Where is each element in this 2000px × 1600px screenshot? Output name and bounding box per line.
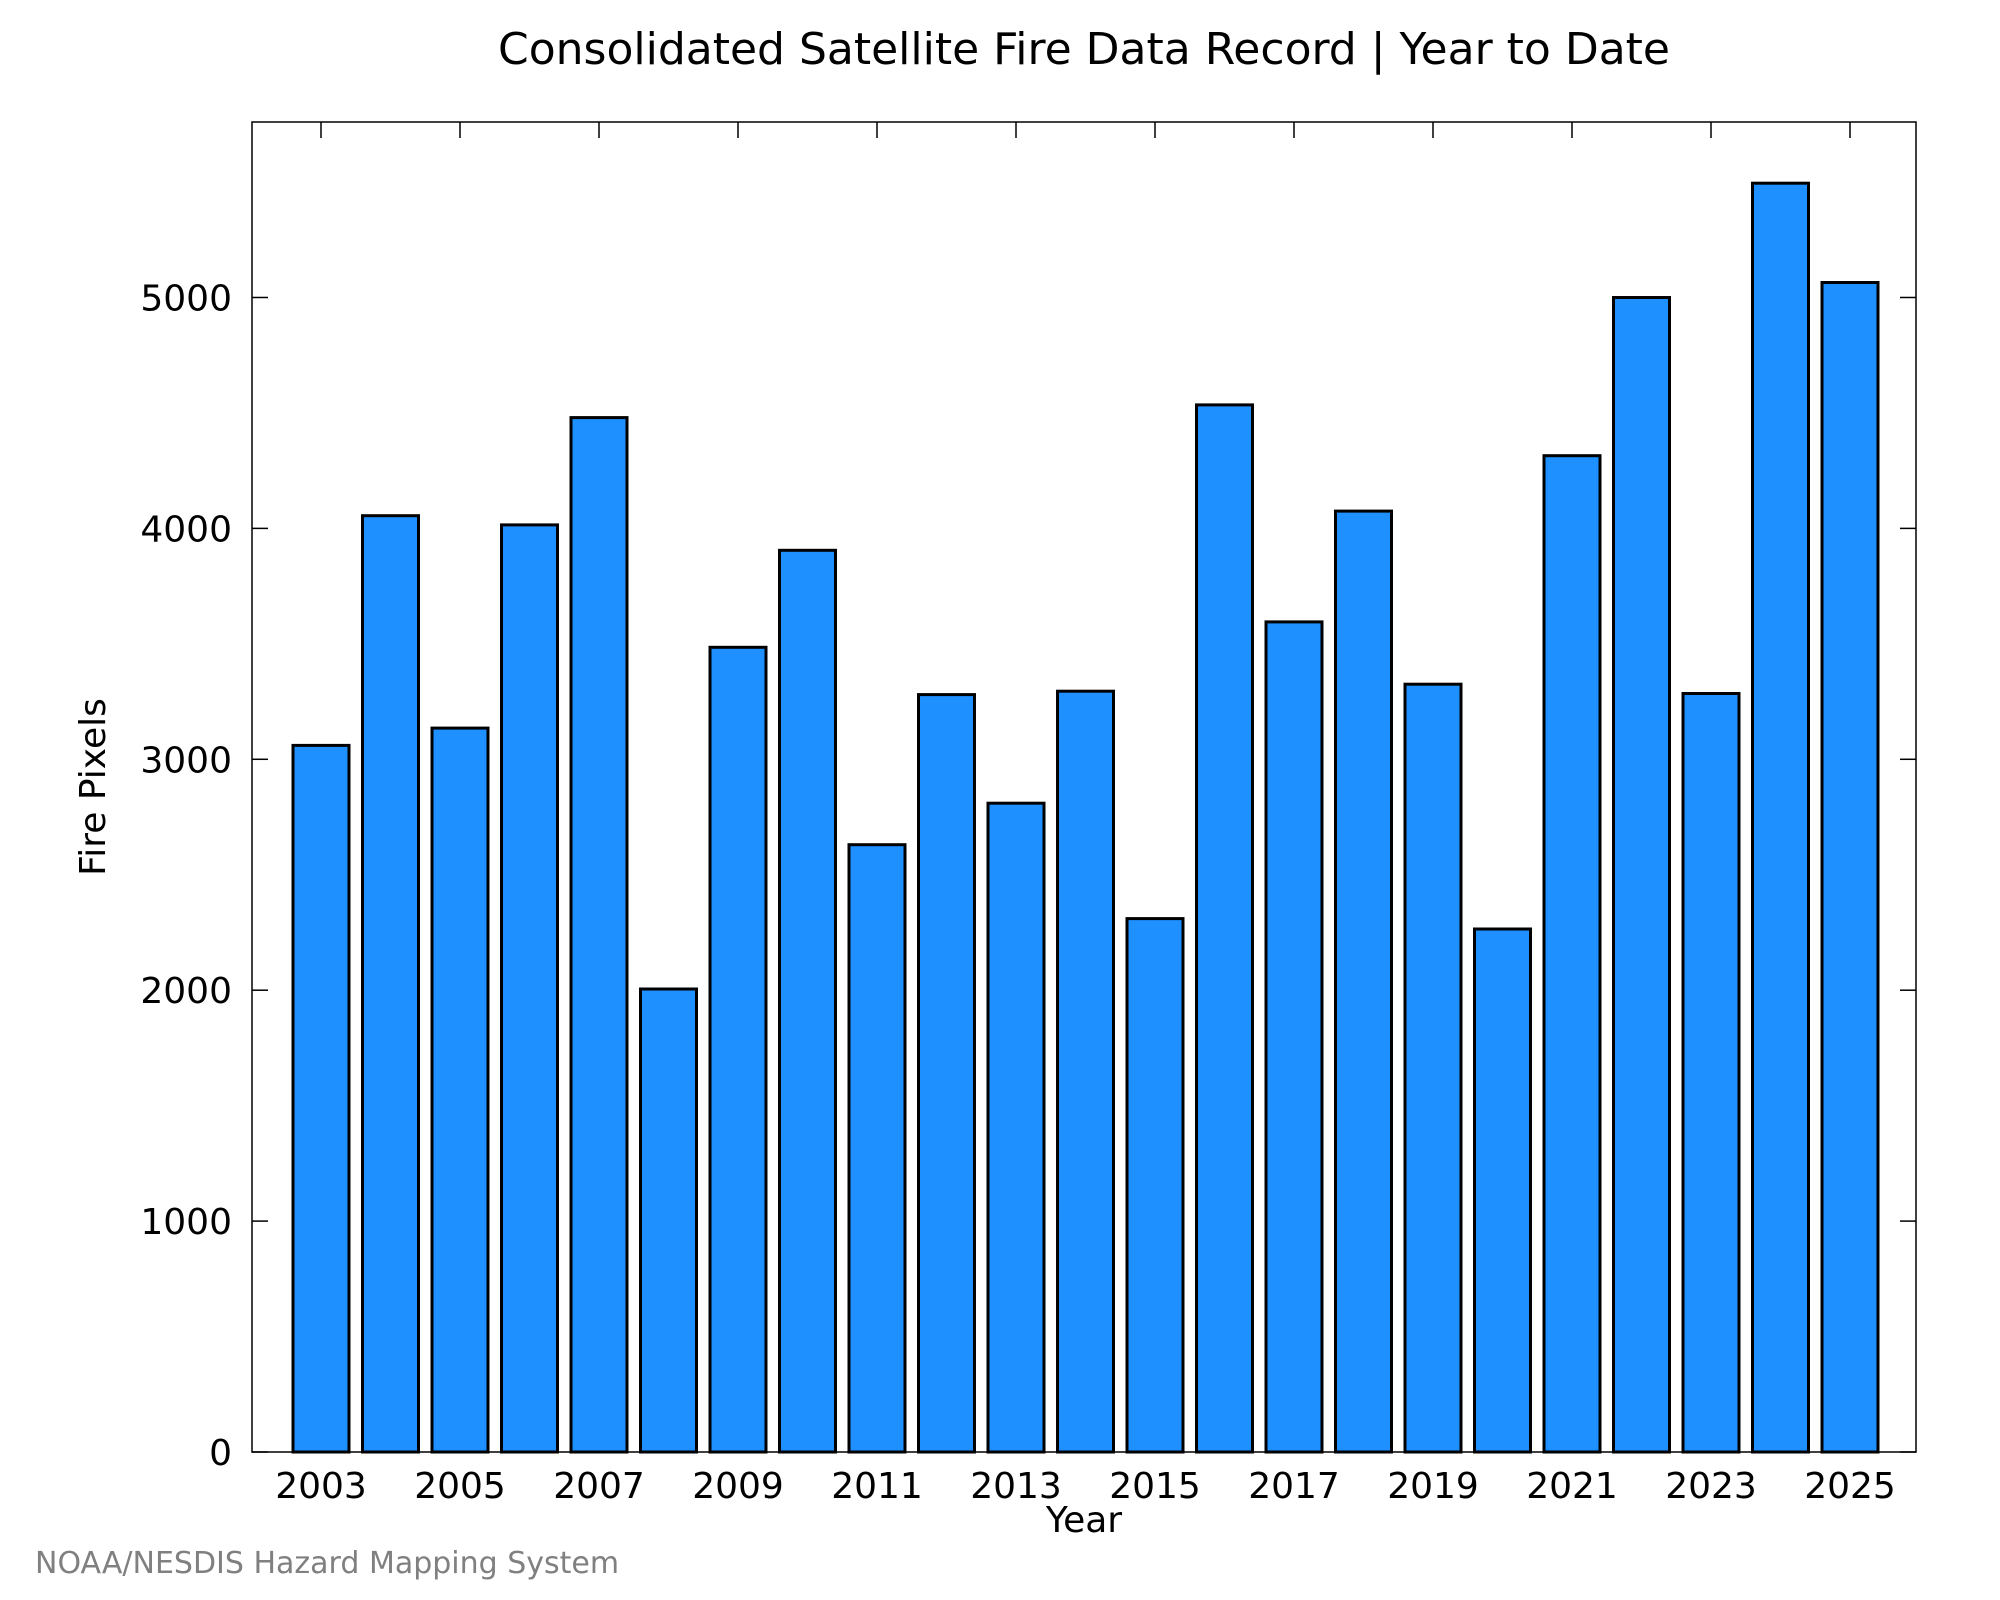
y-tick-label: 2000 [140, 971, 232, 1012]
x-tick-label: 2019 [1387, 1466, 1479, 1507]
x-tick-label: 2013 [970, 1466, 1062, 1507]
bar-2018 [1334, 509, 1393, 1454]
y-tick-label: 4000 [140, 509, 232, 550]
bar-2017 [1264, 620, 1324, 1454]
plot-frame [251, 121, 1917, 1453]
bar-2003 [291, 743, 351, 1454]
bar-2019 [1403, 682, 1463, 1454]
x-tick-label: 2023 [1665, 1466, 1757, 1507]
bar-2012 [917, 693, 976, 1454]
bar-2009 [708, 645, 768, 1454]
x-tick-label: 2025 [1804, 1466, 1896, 1507]
bar-2010 [778, 548, 837, 1454]
bar-2007 [569, 416, 629, 1454]
x-tick-label: 2015 [1109, 1466, 1201, 1507]
bar-2024 [1751, 181, 1810, 1454]
x-tick-label: 2007 [553, 1466, 645, 1507]
x-axis-label: Year [1045, 1500, 1122, 1541]
y-axis-label: Fire Pixels [73, 698, 114, 876]
y-tick-label: 0 [209, 1433, 232, 1474]
bar-2006 [500, 523, 559, 1454]
x-tick-label: 2017 [1248, 1466, 1340, 1507]
bar-2011 [847, 843, 907, 1454]
bar-2023 [1681, 692, 1741, 1454]
bar-2004 [361, 514, 420, 1454]
y-tick-label: 1000 [140, 1202, 232, 1243]
y-tick-label: 3000 [140, 740, 232, 781]
x-tick-label: 2003 [275, 1466, 367, 1507]
bar-2020 [1473, 927, 1532, 1454]
bar-2016 [1195, 403, 1254, 1454]
x-tick-label: 2009 [692, 1466, 784, 1507]
y-tick-label: 5000 [140, 278, 232, 319]
tick-labels: 0 1000 2000 3000 4000 5000 2003 2005 2007 2009 201… [140, 278, 1895, 1507]
bar-2005 [430, 726, 490, 1454]
bar-2021 [1542, 454, 1602, 1454]
x-tick-label: 2021 [1526, 1466, 1618, 1507]
bar-2015 [1125, 917, 1185, 1454]
x-tick-label: 2011 [831, 1466, 923, 1507]
bar-series [291, 181, 1880, 1454]
x-tick-label: 2005 [414, 1466, 506, 1507]
bar-2022 [1612, 296, 1671, 1454]
chart-title: Consolidated Satellite Fire Data Record … [498, 24, 1670, 75]
bar-2008 [639, 987, 698, 1454]
bar-2014 [1056, 689, 1115, 1454]
credit-text: NOAA/NESDIS Hazard Mapping System [35, 1546, 619, 1581]
bar-2013 [986, 801, 1046, 1454]
bar-2025 [1820, 281, 1880, 1454]
